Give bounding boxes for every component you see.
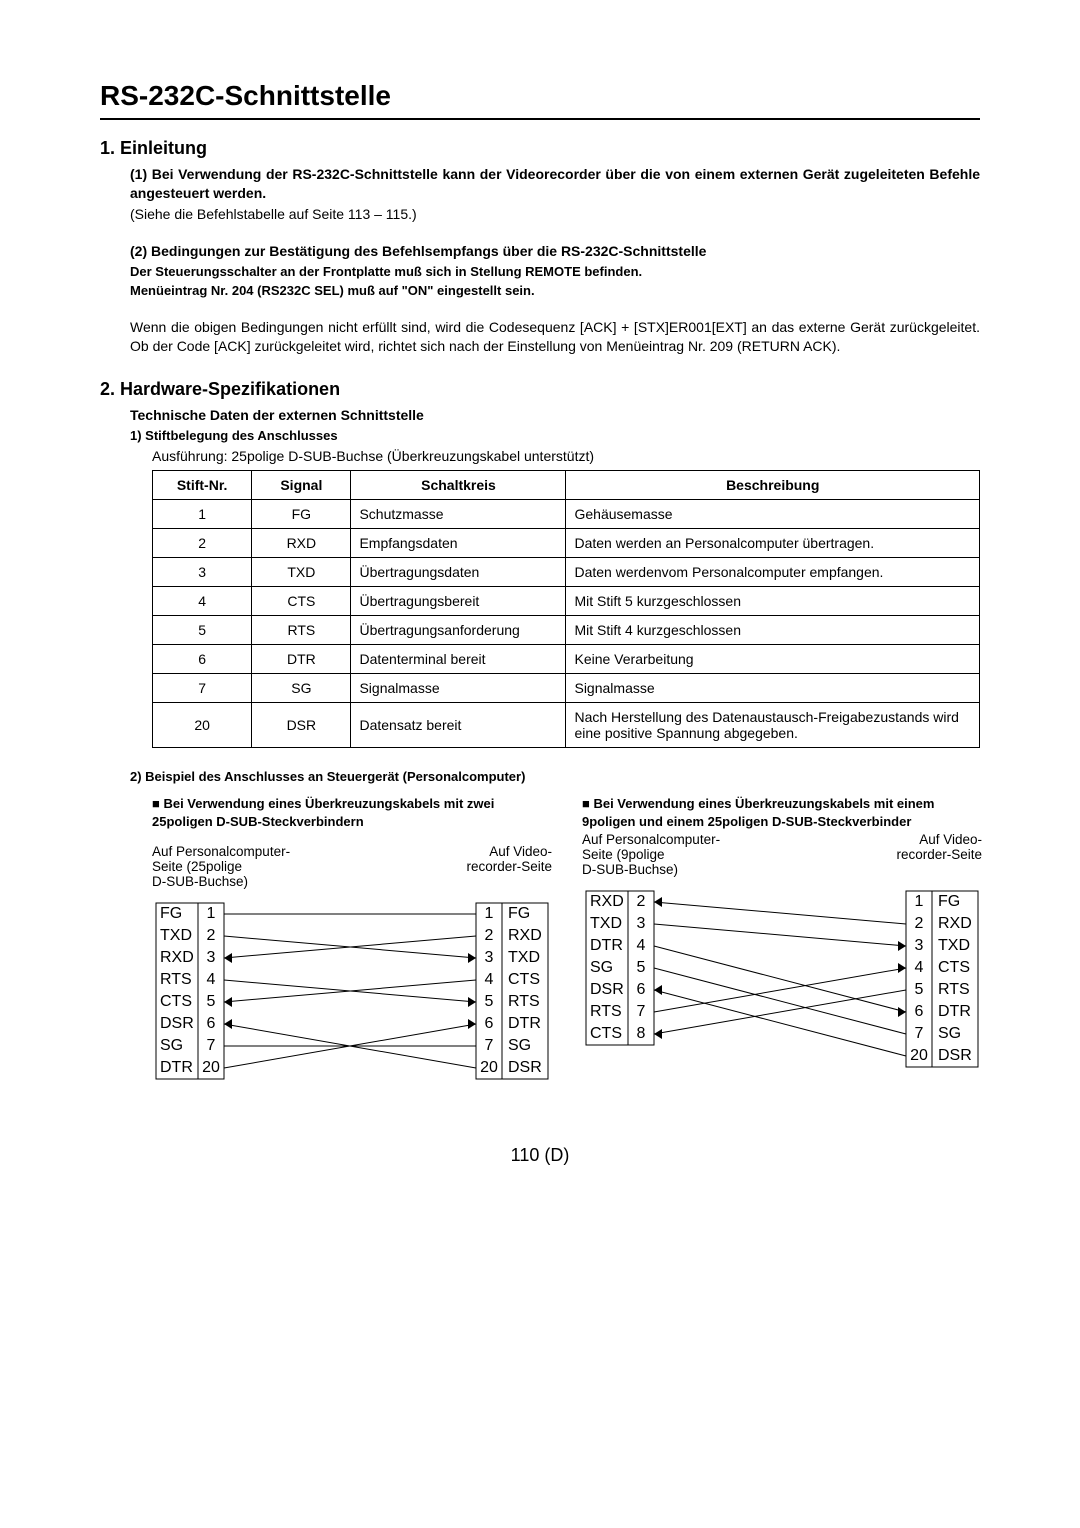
s1-item2-para: Wenn die obigen Bedingungen nicht erfüll…: [130, 318, 980, 356]
svg-text:7: 7: [207, 1037, 216, 1054]
svg-text:SG: SG: [938, 1025, 961, 1042]
svg-text:RTS: RTS: [938, 981, 970, 998]
svg-text:DSR: DSR: [590, 981, 624, 998]
svg-text:FG: FG: [938, 893, 960, 910]
svg-text:6: 6: [637, 981, 646, 998]
s1-item1-bold: (1) Bei Verwendung der RS-232C-Schnittst…: [130, 165, 980, 203]
s1-item2-b: Der Steuerungsschalter an der Frontplatt…: [130, 263, 980, 281]
svg-text:1: 1: [485, 905, 494, 922]
svg-text:7: 7: [637, 1003, 646, 1020]
svg-text:6: 6: [485, 1015, 494, 1032]
wiring-diagram-b: RXD2TXD3DTR4SG5DSR6RTS7CTS81FG2RXD3TXD4C…: [582, 885, 982, 1073]
table-row: 5RTSÜbertragungsanforderungMit Stift 4 k…: [153, 615, 980, 644]
svg-text:TXD: TXD: [160, 927, 192, 944]
svg-text:SG: SG: [160, 1037, 183, 1054]
svg-text:3: 3: [915, 937, 924, 954]
svg-text:3: 3: [485, 949, 494, 966]
s1-item2-a: (2) Bedingungen zur Bestätigung des Befe…: [130, 242, 980, 261]
cap-vcr-b: Auf Video-recorder-Seite: [896, 832, 982, 877]
table-row: 20DSRDatensatz bereitNach Herstellung de…: [153, 702, 980, 747]
cap-vcr-a: Auf Video-recorder-Seite: [466, 844, 552, 889]
svg-text:FG: FG: [508, 905, 530, 922]
svg-text:RTS: RTS: [590, 1003, 622, 1020]
svg-text:FG: FG: [160, 905, 182, 922]
cap-pc25: Auf Personalcomputer-Seite (25poligeD-SU…: [152, 844, 290, 889]
s1-item2-c: Menüeintrag Nr. 204 (RS232C SEL) muß auf…: [130, 282, 980, 300]
table-header: Beschreibung: [566, 470, 980, 499]
table-row: 4CTSÜbertragungsbereitMit Stift 5 kurzge…: [153, 586, 980, 615]
svg-text:DSR: DSR: [938, 1047, 972, 1064]
svg-text:2: 2: [915, 915, 924, 932]
svg-text:TXD: TXD: [590, 915, 622, 932]
wiring-diagram-a: FG1TXD2RXD3RTS4CTS5DSR6SG7DTR201FG2RXD3T…: [152, 897, 552, 1085]
svg-text:5: 5: [637, 959, 646, 976]
svg-text:DTR: DTR: [160, 1059, 193, 1076]
section2-heading: 2. Hardware-Spezifikationen: [100, 379, 980, 400]
svg-text:20: 20: [202, 1059, 220, 1076]
svg-text:4: 4: [915, 959, 924, 976]
svg-text:3: 3: [637, 915, 646, 932]
svg-text:20: 20: [910, 1047, 928, 1064]
svg-text:2: 2: [637, 893, 646, 910]
svg-text:TXD: TXD: [938, 937, 970, 954]
svg-text:SG: SG: [508, 1037, 531, 1054]
svg-text:DTR: DTR: [508, 1015, 541, 1032]
svg-text:CTS: CTS: [160, 993, 192, 1010]
svg-text:DSR: DSR: [160, 1015, 194, 1032]
svg-text:DSR: DSR: [508, 1059, 542, 1076]
svg-text:2: 2: [207, 927, 216, 944]
svg-text:3: 3: [207, 949, 216, 966]
table-row: 3TXDÜbertragungsdatenDaten werdenvom Per…: [153, 557, 980, 586]
s1-item1-plain: (Siehe die Befehlstabelle auf Seite 113 …: [130, 205, 980, 224]
svg-text:TXD: TXD: [508, 949, 540, 966]
svg-text:CTS: CTS: [508, 971, 540, 988]
svg-text:4: 4: [485, 971, 494, 988]
diag-left-title: ■ Bei Verwendung eines Überkreuzungskabe…: [152, 795, 552, 830]
s2-pin-note: Ausführung: 25polige D-SUB-Buchse (Überk…: [152, 447, 980, 466]
table-header: Signal: [252, 470, 351, 499]
diag-right-title: ■ Bei Verwendung eines Überkreuzungskabe…: [582, 795, 982, 830]
svg-text:6: 6: [207, 1015, 216, 1032]
svg-text:CTS: CTS: [590, 1025, 622, 1042]
svg-text:RXD: RXD: [938, 915, 972, 932]
svg-text:RTS: RTS: [508, 993, 540, 1010]
svg-text:5: 5: [207, 993, 216, 1010]
svg-text:8: 8: [637, 1025, 646, 1042]
table-row: 2RXDEmpfangsdatenDaten werden an Persona…: [153, 528, 980, 557]
svg-text:7: 7: [915, 1025, 924, 1042]
table-row: 6DTRDatenterminal bereitKeine Verarbeitu…: [153, 644, 980, 673]
svg-text:CTS: CTS: [938, 959, 970, 976]
s2-example-heading: 2) Beispiel des Anschlusses an Steuerger…: [130, 768, 980, 786]
svg-text:DTR: DTR: [590, 937, 623, 954]
page-title: RS-232C-Schnittstelle: [100, 80, 980, 120]
table-row: 1FGSchutzmasseGehäusemasse: [153, 499, 980, 528]
svg-text:4: 4: [207, 971, 216, 988]
svg-text:4: 4: [637, 937, 646, 954]
svg-text:20: 20: [480, 1059, 498, 1076]
svg-text:DTR: DTR: [938, 1003, 971, 1020]
svg-text:RXD: RXD: [160, 949, 194, 966]
svg-text:RTS: RTS: [160, 971, 192, 988]
svg-text:5: 5: [915, 981, 924, 998]
pin-table: Stift-Nr.SignalSchaltkreisBeschreibung1F…: [152, 470, 980, 748]
s2-pin-heading: 1) Stiftbelegung des Anschlusses: [130, 427, 980, 445]
svg-text:1: 1: [207, 905, 216, 922]
svg-text:1: 1: [915, 893, 924, 910]
svg-text:RXD: RXD: [590, 893, 624, 910]
table-header: Schaltkreis: [351, 470, 566, 499]
svg-text:7: 7: [485, 1037, 494, 1054]
svg-text:6: 6: [915, 1003, 924, 1020]
svg-text:5: 5: [485, 993, 494, 1010]
s2-sub: Technische Daten der externen Schnittste…: [130, 406, 980, 425]
table-row: 7SGSignalmasseSignalmasse: [153, 673, 980, 702]
section1-heading: 1. Einleitung: [100, 138, 980, 159]
table-header: Stift-Nr.: [153, 470, 252, 499]
svg-text:2: 2: [485, 927, 494, 944]
svg-text:SG: SG: [590, 959, 613, 976]
svg-text:RXD: RXD: [508, 927, 542, 944]
cap-pc9: Auf Personalcomputer-Seite (9poligeD-SUB…: [582, 832, 720, 877]
page-footer: 110 (D): [100, 1145, 980, 1166]
